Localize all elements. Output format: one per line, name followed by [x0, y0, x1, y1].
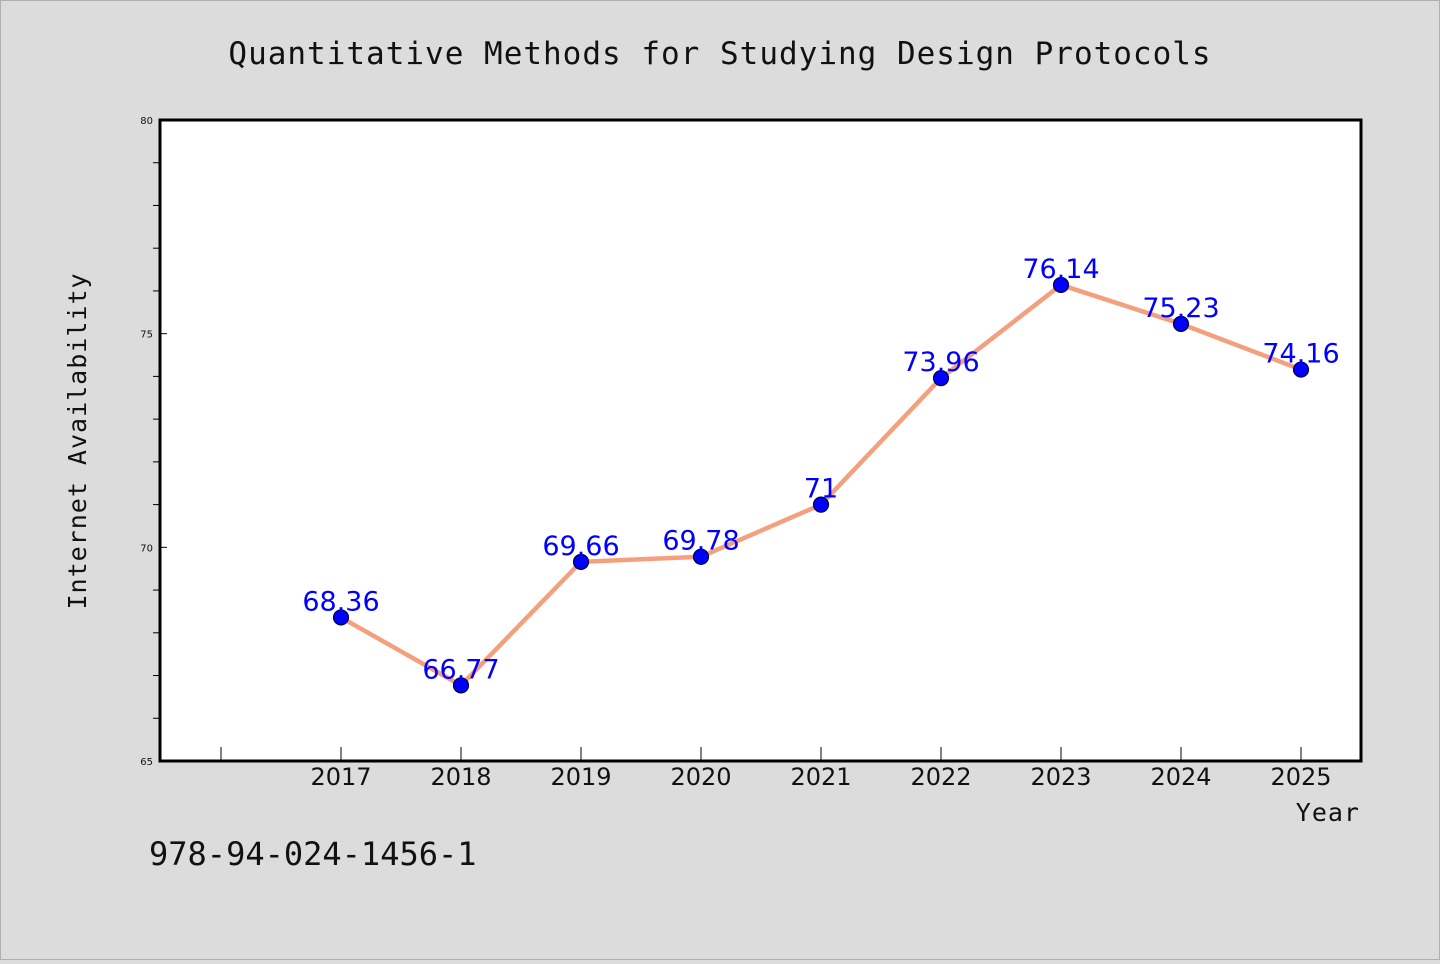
x-tick-label: 2019	[550, 763, 611, 791]
x-axis-ticks: 2017 2018 2019 2020 2021 2022 2023 2024 2025	[220, 747, 1332, 791]
x-tick-label: 2024	[1150, 763, 1211, 791]
data-point-2025	[1292, 361, 1310, 378]
data-markers	[332, 276, 1310, 694]
x-axis-label: Year	[1296, 798, 1360, 827]
y-axis-ticks: 65 70 75 80	[140, 116, 167, 768]
data-label-2025: 74.16	[1262, 339, 1339, 370]
data-point-2017	[332, 609, 350, 626]
plot-area	[158, 118, 1363, 763]
x-tick-label: 2017	[310, 763, 371, 791]
x-tick-label: 2021	[790, 763, 851, 791]
data-point-2018	[452, 677, 470, 694]
y-tick-label: 70	[140, 543, 153, 554]
data-label-2019: 69.66	[542, 531, 619, 562]
data-label-2023: 76.14	[1022, 254, 1099, 285]
y-tick-label: 65	[140, 757, 153, 768]
data-point-2020	[692, 548, 710, 565]
data-label-2022: 73.96	[902, 347, 979, 378]
data-label-2018: 66.77	[422, 654, 499, 685]
data-label-2021: 71	[804, 474, 838, 505]
x-tick-label: 2020	[670, 763, 731, 791]
x-tick-label: 2018	[430, 763, 491, 791]
x-tick-label: 2025	[1270, 763, 1331, 791]
x-tick-label: 2023	[1030, 763, 1091, 791]
chart-title: Quantitative Methods for Studying Design…	[228, 36, 1211, 72]
data-point-2019	[572, 553, 590, 570]
y-axis-label: Internet Availability	[63, 272, 92, 609]
x-tick-label: 2022	[910, 763, 971, 791]
data-label-2017: 68.36	[302, 586, 379, 617]
data-labels: 68.36 66.77 69.66 69.78 71 73.96 76.14 75.23 74.…	[302, 254, 1339, 685]
data-label-2020: 69.78	[662, 526, 739, 557]
data-point-2023	[1052, 276, 1070, 294]
data-point-2021	[812, 496, 830, 513]
y-tick-label: 80	[140, 116, 153, 127]
data-point-2024	[1172, 315, 1190, 332]
data-point-2022	[932, 370, 950, 387]
data-label-2024: 75.23	[1142, 293, 1219, 324]
footnote-id: 978-94-024-1456-1	[149, 835, 477, 873]
y-tick-label: 75	[140, 330, 153, 341]
